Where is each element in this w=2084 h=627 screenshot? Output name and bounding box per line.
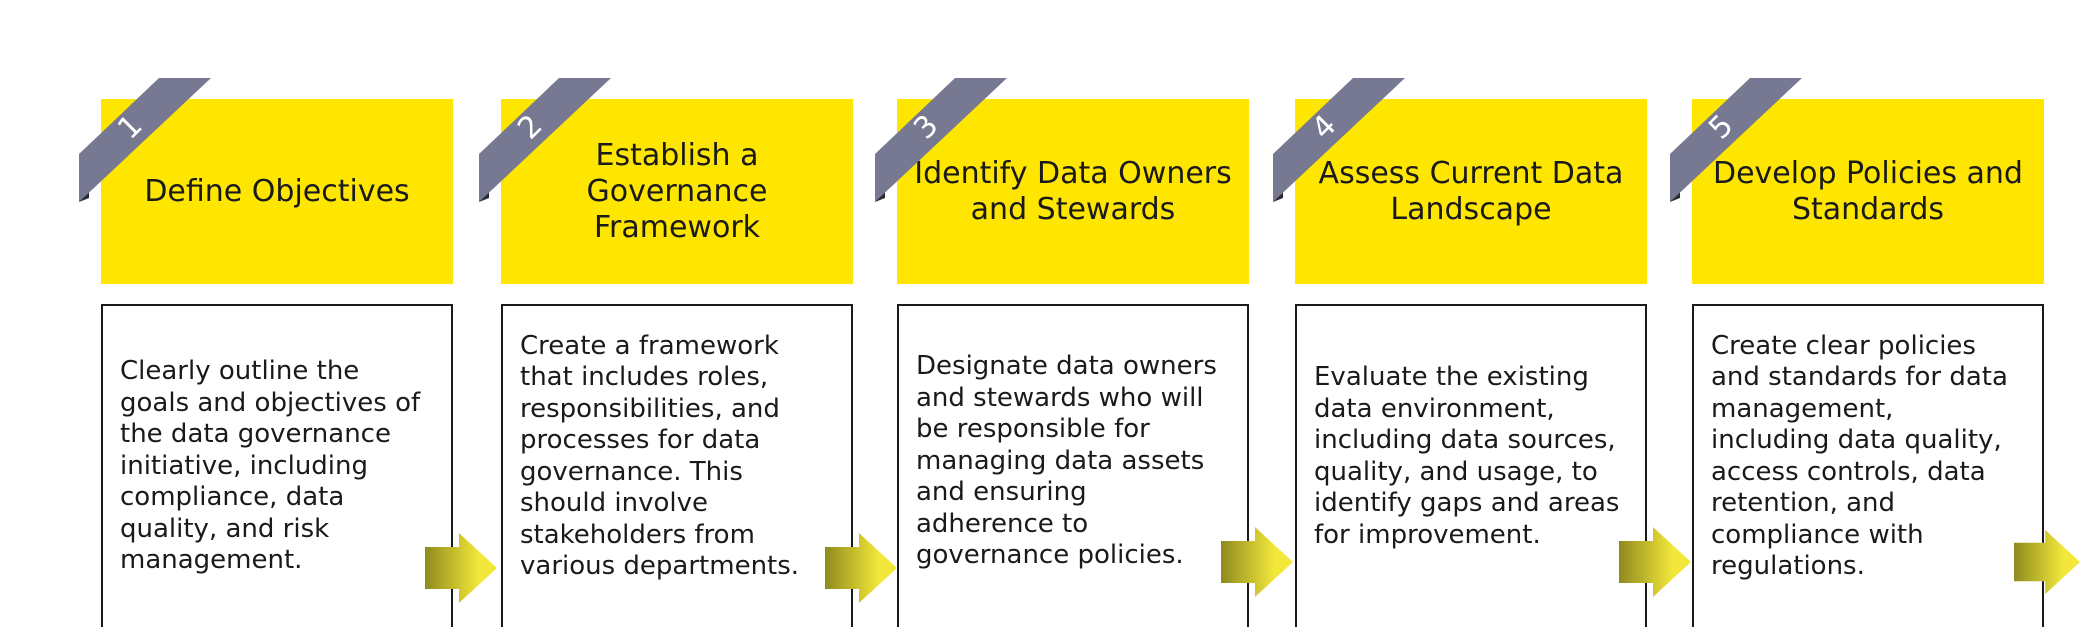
step-description-box: Create clear policies and standards for … <box>1692 304 2044 627</box>
step-description: Designate data owners and stewards who w… <box>916 351 1217 571</box>
step-description: Create clear policies and standards for … <box>1711 330 2008 582</box>
step-number-badge: 3 <box>875 78 1007 202</box>
process-step-4: Assess Current Data Landscape 4 Evaluate… <box>1273 0 1691 627</box>
arrow-right-icon <box>2014 529 2080 595</box>
arrow-right-icon <box>1221 527 1293 597</box>
step-header: Assess Current Data Landscape <box>1295 99 1647 284</box>
step-description-box: Designate data owners and stewards who w… <box>897 304 1249 627</box>
arrow-right-icon <box>425 533 497 603</box>
step-title: Develop Policies and Standards <box>1713 155 2023 227</box>
step-header: Establish a Governance Framework <box>501 99 853 284</box>
step-description: Evaluate the existing data environment, … <box>1314 362 1620 550</box>
step-description-box: Evaluate the existing data environment, … <box>1295 304 1647 627</box>
process-step-2: Establish a Governance Framework 2 Creat… <box>479 0 897 627</box>
step-number-badge: 2 <box>479 78 611 202</box>
step-description: Create a framework that includes roles, … <box>520 330 800 582</box>
step-number-badge: 4 <box>1273 78 1405 202</box>
step-title: Define Objectives <box>144 173 410 209</box>
arrow-right-icon <box>825 533 897 603</box>
step-title: Establish a Governance Framework <box>586 137 768 245</box>
process-step-3: Identify Data Owners and Stewards 3 Desi… <box>875 0 1293 627</box>
process-step-1: Define Objectives 1 Clearly outline the … <box>79 0 497 627</box>
arrow-right-icon <box>1619 527 1691 597</box>
step-number-badge: 5 <box>1670 78 1802 202</box>
step-number-badge: 1 <box>79 78 211 202</box>
step-header: Develop Policies and Standards <box>1692 99 2044 284</box>
process-step-5: Develop Policies and Standards 5 Create … <box>1670 0 2080 627</box>
step-header: Identify Data Owners and Stewards <box>897 99 1249 284</box>
step-title: Identify Data Owners and Stewards <box>914 155 1232 227</box>
step-description: Clearly outline the goals and objectives… <box>120 356 421 576</box>
step-title: Assess Current Data Landscape <box>1318 155 1624 227</box>
step-description-box: Clearly outline the goals and objectives… <box>101 304 453 627</box>
step-description-box: Create a framework that includes roles, … <box>501 304 853 627</box>
step-header: Define Objectives <box>101 99 453 284</box>
